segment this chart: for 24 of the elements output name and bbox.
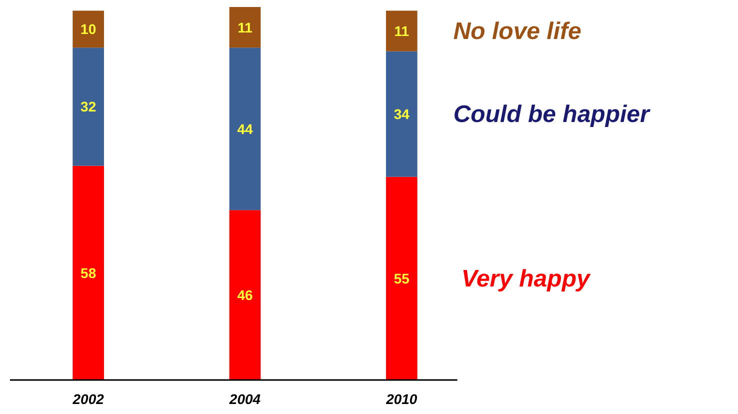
x-tick-label: 2010	[385, 391, 418, 407]
bar	[72, 48, 104, 166]
data-label: 11	[238, 19, 253, 36]
data-label: 55	[394, 270, 410, 286]
bar	[229, 48, 261, 210]
data-label: 10	[80, 21, 96, 38]
bar	[229, 210, 261, 380]
bar	[72, 10, 104, 48]
data-label: 58	[80, 264, 96, 281]
x-tick-label: 2004	[228, 391, 261, 407]
data-label: 46	[237, 287, 253, 304]
data-label: 11	[394, 23, 410, 40]
series-label: Very happy	[461, 265, 592, 292]
x-tick-label: 2002	[72, 391, 104, 407]
bar	[386, 10, 418, 52]
bar	[229, 7, 261, 48]
bar	[386, 176, 418, 380]
data-label: 32	[80, 98, 96, 115]
series-label: No love life	[453, 18, 582, 46]
data-label: 44	[237, 120, 253, 137]
data-label: 34	[394, 106, 410, 122]
bar	[386, 51, 418, 177]
bar	[72, 166, 104, 380]
series-label: Could be happier	[453, 101, 651, 128]
